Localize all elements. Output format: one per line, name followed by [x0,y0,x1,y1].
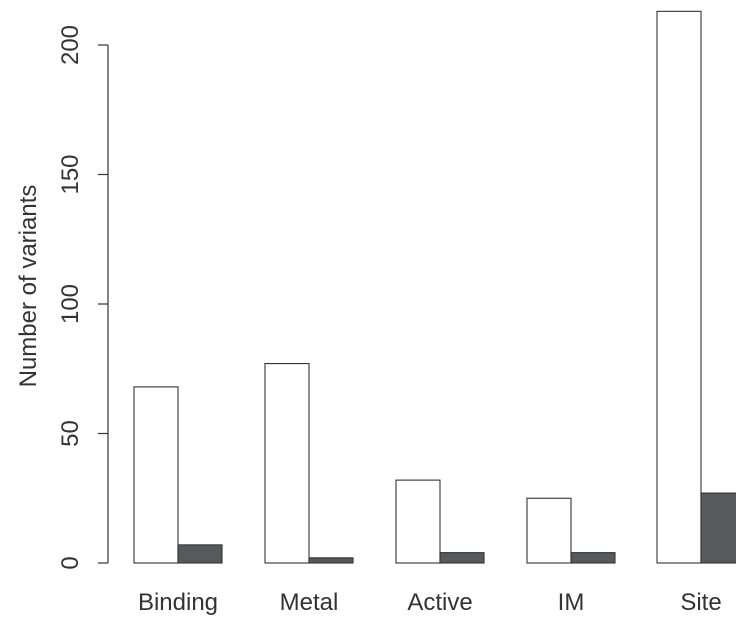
bar-binding-series-1 [133,386,179,564]
bar-site-series-2 [700,492,736,564]
y-tick-label: 150 [57,154,84,194]
y-axis-label: Number of variants [15,185,42,388]
bar-im-series-2 [570,552,616,564]
bar-active-series-2 [439,552,485,564]
y-axis: 0 50 100 150 200 [57,25,109,570]
y-tick-label: 50 [57,420,84,447]
y-tick-label: 200 [57,25,84,65]
x-tick-label-active: Active [407,589,472,616]
x-tick-label-metal: Metal [280,589,339,616]
y-tick-label: 100 [57,284,84,324]
bar-metal-series-1 [264,363,310,564]
bar-im-series-1 [526,497,572,564]
y-tick-label: 0 [57,556,84,569]
bar-site-series-1 [656,10,702,564]
x-tick-label-binding: Binding [138,589,218,616]
bars [133,10,736,564]
bar-active-series-1 [395,479,441,564]
x-axis-labels: Binding Metal Active IM Site [138,589,722,616]
x-tick-label-im: IM [558,589,585,616]
bar-metal-series-2 [308,557,354,564]
x-tick-label-site: Site [680,589,721,616]
bar-binding-series-2 [177,544,223,564]
